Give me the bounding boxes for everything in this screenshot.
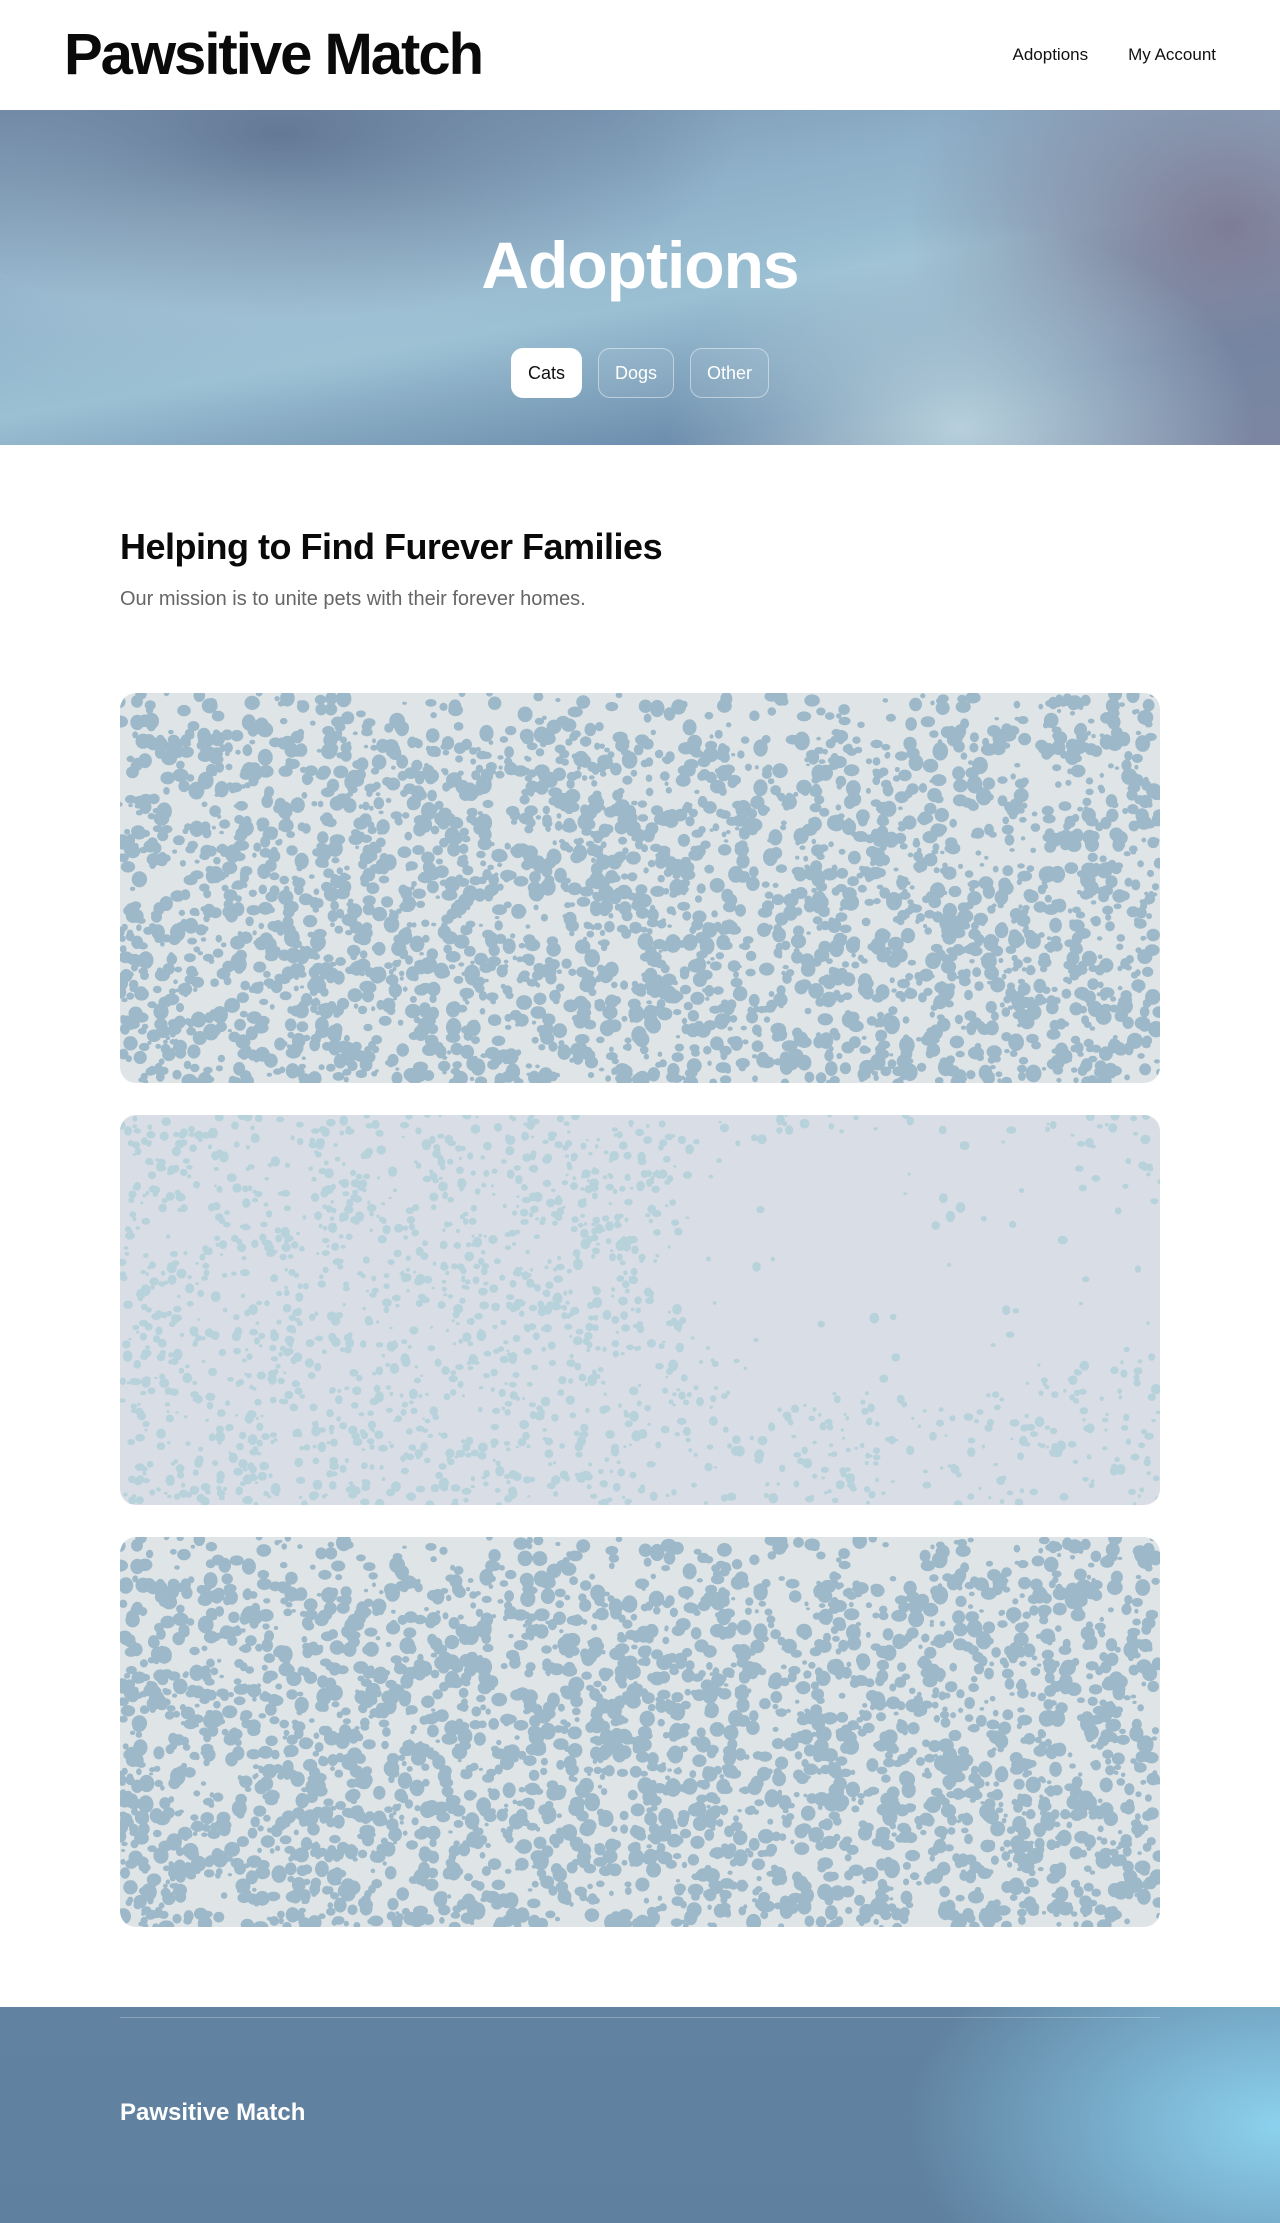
section-heading: Helping to Find Furever Families	[120, 526, 663, 567]
site-header: Pawsitive Match Adoptions My Account	[0, 0, 1280, 110]
nav-my-account-link[interactable]: My Account	[1128, 45, 1216, 64]
filter-cats-button[interactable]: Cats	[510, 348, 582, 398]
pet-card-image[interactable]	[120, 1115, 1160, 1505]
footer-brand[interactable]: Pawsitive Match	[120, 2099, 306, 2126]
pet-card-placeholder-pattern	[120, 693, 1160, 1083]
main-nav: Adoptions My Account	[1013, 40, 1217, 70]
pet-card-image[interactable]	[120, 1537, 1160, 1927]
filter-other-button[interactable]: Other	[690, 348, 770, 398]
section-subheading: Our mission is to unite pets with their …	[120, 588, 586, 610]
pet-card-placeholder-pattern	[120, 1115, 1160, 1505]
pet-card-placeholder-pattern	[120, 1537, 1160, 1927]
filter-dogs-button[interactable]: Dogs	[597, 348, 674, 398]
pet-card-image[interactable]	[120, 693, 1160, 1083]
brand-logo[interactable]: Pawsitive Match	[64, 22, 484, 87]
pet-type-filters: Cats Dogs Other	[0, 348, 1280, 398]
footer-divider	[120, 2017, 1160, 2018]
site-footer: Pawsitive Match	[0, 2007, 1280, 2223]
nav-adoptions-link[interactable]: Adoptions	[1012, 45, 1089, 64]
page-title: Adoptions	[481, 228, 799, 302]
hero-banner: Adoptions Cats Dogs Other	[0, 110, 1280, 445]
intro-section: Helping to Find Furever Families Our mis…	[120, 520, 1160, 614]
